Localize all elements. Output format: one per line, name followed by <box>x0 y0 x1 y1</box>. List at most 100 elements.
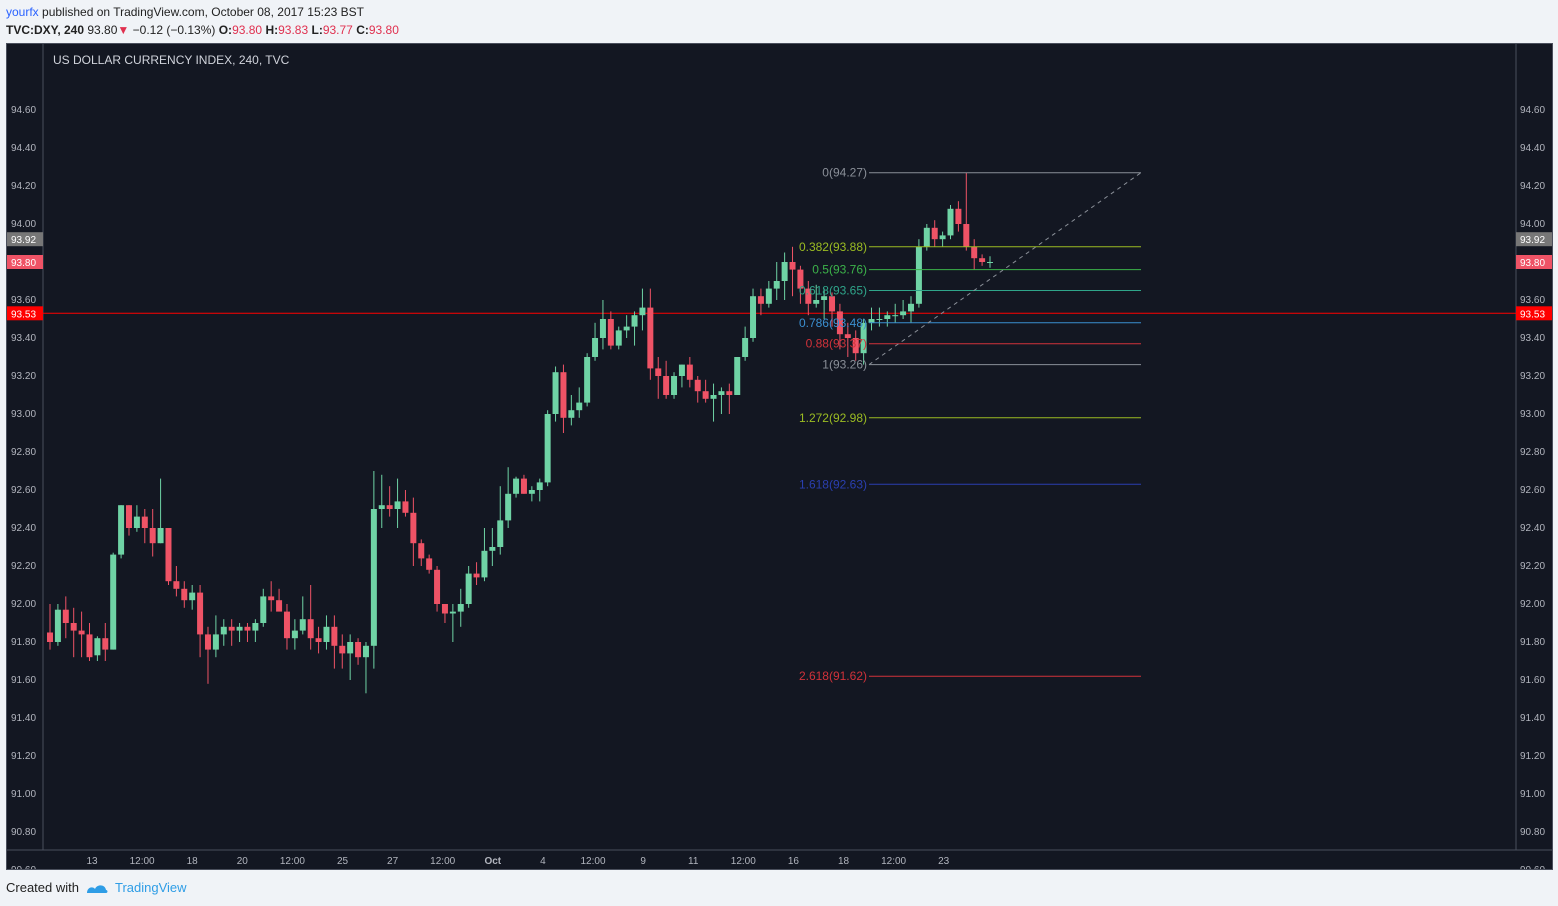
y-tick-left: 92.20 <box>11 561 36 572</box>
y-tick-right: 94.00 <box>1520 219 1545 230</box>
candle-body <box>315 638 322 642</box>
candle-body <box>836 311 843 335</box>
candle-body <box>378 505 385 509</box>
candle-body <box>54 609 61 642</box>
low-label: L: <box>311 23 323 37</box>
price-label-right: 93.80 <box>1520 258 1545 269</box>
candle-body <box>457 604 464 612</box>
y-tick-right: 91.40 <box>1520 713 1545 724</box>
candle-body <box>220 626 227 635</box>
candle-body <box>331 626 338 646</box>
candle-body <box>386 505 393 509</box>
publish-info: yourfx published on TradingView.com, Oct… <box>6 3 364 21</box>
y-tick-left: 91.00 <box>11 789 36 800</box>
candle-body <box>520 478 527 494</box>
candle-body <box>497 520 504 547</box>
y-tick-right: 92.20 <box>1520 561 1545 572</box>
x-tick-label: 27 <box>387 856 399 867</box>
candle-body <box>244 626 251 631</box>
candle-body <box>347 642 354 654</box>
candle-body <box>671 376 678 395</box>
candle-body <box>947 208 954 236</box>
x-tick-label: 18 <box>838 856 850 867</box>
open-label: O: <box>218 23 233 37</box>
close-value: 93.80 <box>368 23 399 37</box>
candle-body <box>418 543 425 559</box>
candle-body <box>876 319 883 320</box>
fib-level-label: 1(93.26) <box>822 358 867 372</box>
candle-body <box>283 611 290 639</box>
fib-level-label: 0.382(93.88) <box>799 240 867 254</box>
candle-body <box>789 262 796 270</box>
price-label-right: 93.53 <box>1520 309 1545 320</box>
x-tick-label: 12:00 <box>130 856 155 867</box>
candle-body <box>971 246 978 259</box>
price-label-left: 93.53 <box>11 309 36 320</box>
candle-body <box>505 493 512 521</box>
x-tick-label: 12:00 <box>580 856 605 867</box>
x-tick-label: 12:00 <box>731 856 756 867</box>
x-tick-label: 11 <box>688 856 699 867</box>
candle-body <box>536 482 543 490</box>
candle-body <box>599 319 606 338</box>
author-link[interactable]: yourfx <box>6 5 39 19</box>
candle-body <box>884 315 891 319</box>
candle-body <box>449 611 456 614</box>
candle-body <box>70 623 77 631</box>
candle-body <box>908 303 915 312</box>
y-tick-right: 91.80 <box>1520 637 1545 648</box>
y-tick-left: 91.80 <box>11 637 36 648</box>
open-value: 93.80 <box>232 23 263 37</box>
x-tick-label: 20 <box>237 856 249 867</box>
y-tick-left: 94.60 <box>11 105 36 116</box>
candle-body <box>355 642 362 658</box>
x-tick-label: 12:00 <box>430 856 455 867</box>
candle-body <box>323 626 330 642</box>
candle-body <box>268 596 275 601</box>
y-tick-left: 91.40 <box>11 713 36 724</box>
candle-body <box>979 258 986 262</box>
candle-body <box>544 414 551 483</box>
candle-body <box>718 391 725 395</box>
candle-body <box>149 528 156 544</box>
candle-body <box>181 588 188 601</box>
candle-body <box>923 227 930 247</box>
candle-body <box>900 311 907 316</box>
candle-body <box>615 330 622 346</box>
candle-body <box>62 609 69 623</box>
x-tick-label: 4 <box>540 856 546 867</box>
candle-body <box>734 357 741 395</box>
candle-body <box>560 372 567 418</box>
candle-body <box>568 410 575 418</box>
candle-body <box>102 638 109 650</box>
candle-body <box>963 224 970 247</box>
y-tick-left: 91.60 <box>11 675 36 686</box>
candle-body <box>797 269 804 289</box>
candle-body <box>750 296 757 338</box>
y-tick-left: 94.00 <box>11 219 36 230</box>
candle-body <box>212 634 219 650</box>
candle-body <box>955 208 962 224</box>
candle-body <box>655 368 662 376</box>
chart-panel[interactable]: 94.60 94.60 94.40 94.40 94.20 94.20 94.00 94.00… <box>6 43 1553 870</box>
last-price: 93.80 <box>87 23 118 37</box>
candle-body <box>236 626 243 631</box>
candle-body <box>931 227 938 240</box>
candle-body <box>694 379 701 392</box>
y-tick-right: 91.20 <box>1520 751 1545 762</box>
candle-body <box>844 334 851 338</box>
tradingview-link[interactable]: TradingView <box>85 880 187 895</box>
candle-body <box>987 262 993 263</box>
candle-body <box>228 626 235 631</box>
y-tick-right: 91.60 <box>1520 675 1545 686</box>
candle-body <box>592 338 599 357</box>
candle-body <box>189 592 196 601</box>
candle-body <box>125 505 132 528</box>
candle-body <box>362 645 369 658</box>
candle-body <box>489 547 496 551</box>
candlestick-chart[interactable]: 94.60 94.60 94.40 94.40 94.20 94.20 94.00 94.00… <box>7 44 1552 869</box>
y-tick-left: 94.20 <box>11 181 36 192</box>
fib-level-label: 0.786(93.48) <box>799 316 867 330</box>
x-tick-label: 12:00 <box>280 856 305 867</box>
candle-body <box>426 558 433 570</box>
